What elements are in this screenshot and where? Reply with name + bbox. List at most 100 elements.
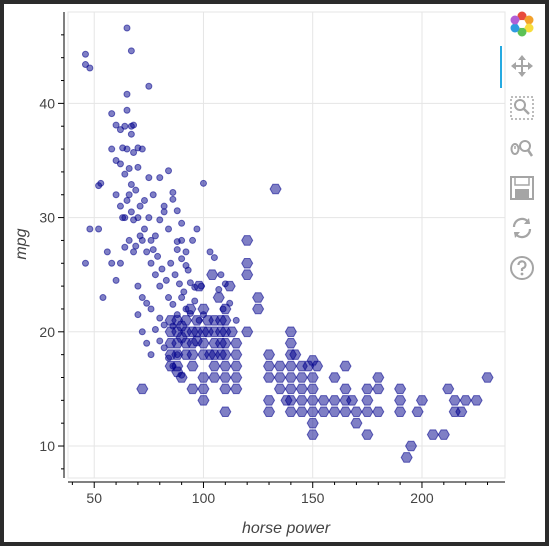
data-point-hex (306, 372, 319, 383)
data-point (206, 248, 214, 256)
plot-area[interactable]: 10 20 30 40 50 100 150 200 horse power mpg (4, 4, 545, 542)
data-point-hex (197, 383, 210, 395)
data-point-hex (219, 315, 232, 326)
data-point (149, 191, 157, 199)
data-point (108, 259, 116, 267)
data-point-hex (394, 383, 407, 395)
data-point (123, 196, 131, 204)
data-point (112, 191, 120, 199)
data-point (103, 248, 111, 256)
data-point-hex (295, 395, 308, 406)
bokeh-figure: 10 20 30 40 50 100 150 200 horse power mpg (4, 4, 545, 542)
data-point-hex (197, 303, 210, 315)
save-tool[interactable] (506, 172, 538, 204)
data-point (108, 110, 116, 118)
data-point-hex (269, 183, 282, 195)
data-point-hex (186, 349, 199, 360)
data-point-hex (284, 372, 297, 383)
data-point (95, 225, 103, 233)
data-point (127, 180, 135, 188)
data-point-hex (306, 406, 319, 418)
data-point-hex (306, 355, 319, 366)
x-tick-label: 200 (410, 490, 434, 506)
data-point-hex (448, 395, 461, 406)
help-tool[interactable] (506, 252, 538, 284)
data-point (156, 282, 164, 290)
data-point (143, 299, 151, 307)
data-point (112, 121, 120, 129)
data-point (116, 202, 124, 210)
data-point-hex (273, 360, 287, 372)
data-point-hex (437, 429, 450, 440)
bokeh-logo[interactable] (506, 8, 538, 40)
data-point-hex (197, 395, 210, 406)
data-point (156, 337, 164, 345)
data-point (147, 259, 155, 267)
data-point-hex (223, 280, 236, 292)
data-point (210, 254, 218, 262)
data-point-hex (328, 372, 341, 383)
data-point-hex (197, 372, 210, 383)
data-point-hex (350, 417, 363, 429)
data-point (147, 305, 155, 313)
data-point (191, 297, 199, 305)
data-point (173, 246, 181, 254)
data-point-hex (241, 326, 254, 338)
pan-tool[interactable] (506, 50, 538, 82)
data-point-hex (361, 395, 374, 406)
data-point-hex (241, 258, 254, 269)
data-point-hex (459, 395, 472, 406)
data-point (169, 188, 177, 196)
data-point-hex (284, 395, 297, 406)
x-tick-label: 100 (192, 490, 216, 506)
data-point-hex (350, 406, 363, 418)
data-point (167, 259, 175, 267)
data-point-hex (328, 406, 341, 418)
y-tick-label: 20 (39, 324, 55, 340)
wheel-zoom-tool[interactable] (506, 132, 538, 164)
data-point-hex (225, 326, 238, 338)
data-point-hex (284, 326, 297, 338)
save-icon (510, 176, 534, 200)
data-point (151, 271, 159, 279)
move-icon (511, 55, 533, 77)
data-point-hex (481, 372, 494, 383)
data-point (123, 106, 131, 114)
data-point (145, 174, 153, 182)
data-point-hex (455, 406, 468, 418)
data-point (217, 271, 225, 279)
data-point-hex (289, 349, 302, 360)
bokeh-logo-icon (510, 11, 534, 37)
data-point (145, 82, 153, 90)
data-point-hex (295, 383, 308, 395)
data-point (178, 294, 186, 302)
data-point-hex (394, 406, 407, 418)
data-point-hex (372, 372, 385, 383)
y-axis-label: mpg (13, 228, 30, 259)
data-point (140, 225, 148, 233)
data-point (178, 255, 186, 263)
reset-tool[interactable] (506, 212, 538, 244)
data-point (173, 207, 181, 215)
data-point (160, 344, 168, 352)
data-point (125, 236, 133, 244)
data-point-hex (273, 383, 287, 395)
data-point-hex (208, 372, 221, 383)
data-point-hex (306, 395, 319, 406)
data-point-hex (442, 383, 455, 395)
data-point (127, 47, 135, 55)
data-point (182, 248, 190, 256)
data-point (116, 259, 124, 267)
data-point-hex (197, 337, 210, 349)
data-point (173, 238, 181, 246)
data-point-hex (317, 395, 330, 406)
data-point (186, 279, 194, 287)
data-point (175, 280, 183, 288)
data-point-hex (400, 452, 413, 463)
data-point-hex (219, 383, 232, 395)
data-point-hex (230, 349, 243, 360)
data-point-hex (361, 406, 374, 418)
data-point (156, 174, 164, 182)
x-tick-label: 50 (86, 490, 102, 506)
box-zoom-tool[interactable] (506, 92, 538, 124)
